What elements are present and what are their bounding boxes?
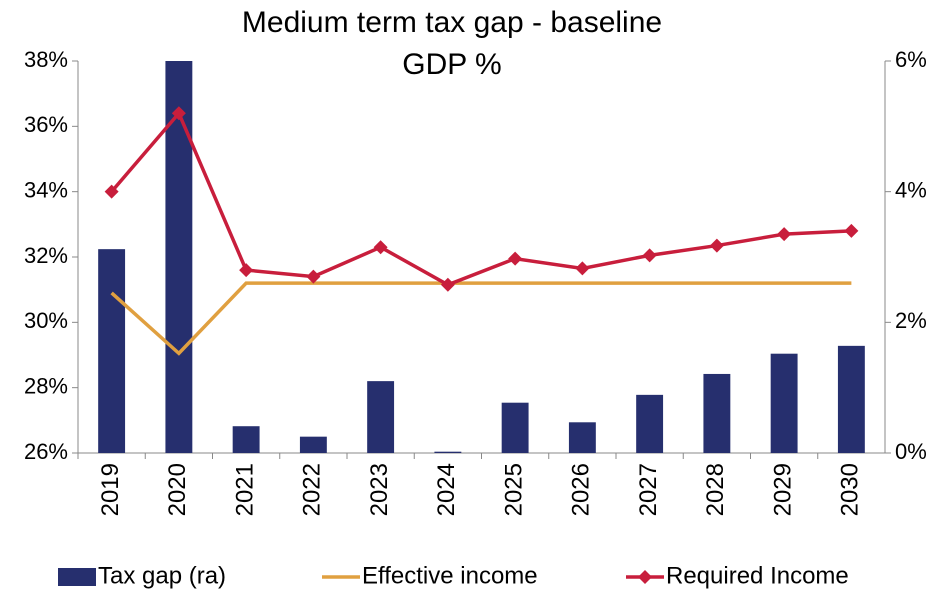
marker [306, 269, 321, 284]
chart-subtitle: GDP % [402, 48, 501, 81]
marker [508, 251, 523, 266]
bar [434, 451, 462, 453]
bar [770, 353, 798, 453]
x-tick-label: 2027 [635, 463, 662, 516]
marker [777, 227, 792, 242]
x-tick-label: 2019 [97, 463, 124, 516]
y-tick-label: 26% [24, 439, 68, 464]
legend-swatch [58, 568, 96, 586]
y-tick-label: 32% [24, 243, 68, 268]
bar [232, 426, 260, 453]
y-tick-label: 28% [24, 373, 68, 398]
legend-label: Effective income [362, 562, 538, 589]
legend-label: Required Income [666, 562, 849, 589]
y2-tick-label: 6% [895, 47, 927, 72]
legend-marker [638, 570, 652, 584]
bar [636, 394, 664, 453]
chart-title: Medium term tax gap - baseline [242, 6, 662, 39]
line [110, 281, 852, 356]
y-tick-label: 38% [24, 47, 68, 72]
x-tick-label: 2022 [299, 463, 326, 516]
x-tick-label: 2026 [568, 463, 595, 516]
legend-label: Tax gap (ra) [98, 562, 226, 589]
marker [104, 184, 119, 199]
y-tick-label: 30% [24, 308, 68, 333]
marker [373, 240, 388, 255]
y2-tick-label: 0% [895, 439, 927, 464]
y-tick-label: 34% [24, 177, 68, 202]
y-tick-label: 36% [24, 112, 68, 137]
marker [575, 261, 590, 276]
marker [642, 248, 657, 263]
bar [568, 422, 596, 453]
marker [440, 277, 455, 292]
marker [844, 223, 859, 238]
x-tick-label: 2024 [433, 463, 460, 516]
marker [171, 106, 186, 121]
bar [703, 373, 731, 453]
x-tick-label: 2023 [366, 463, 393, 516]
x-tick-label: 2025 [500, 463, 527, 516]
x-tick-label: 2020 [164, 463, 191, 516]
x-tick-label: 2021 [231, 463, 258, 516]
x-tick-label: 2029 [769, 463, 796, 516]
bar [837, 345, 865, 453]
y2-tick-label: 2% [895, 308, 927, 333]
x-tick-label: 2028 [702, 463, 729, 516]
line [110, 109, 852, 287]
x-tick-label: 2030 [837, 463, 864, 516]
bar [98, 249, 126, 453]
marker [239, 263, 254, 278]
bar [299, 436, 327, 453]
bar [367, 381, 395, 453]
bar [501, 402, 529, 453]
y2-tick-label: 4% [895, 177, 927, 202]
marker [709, 238, 724, 253]
